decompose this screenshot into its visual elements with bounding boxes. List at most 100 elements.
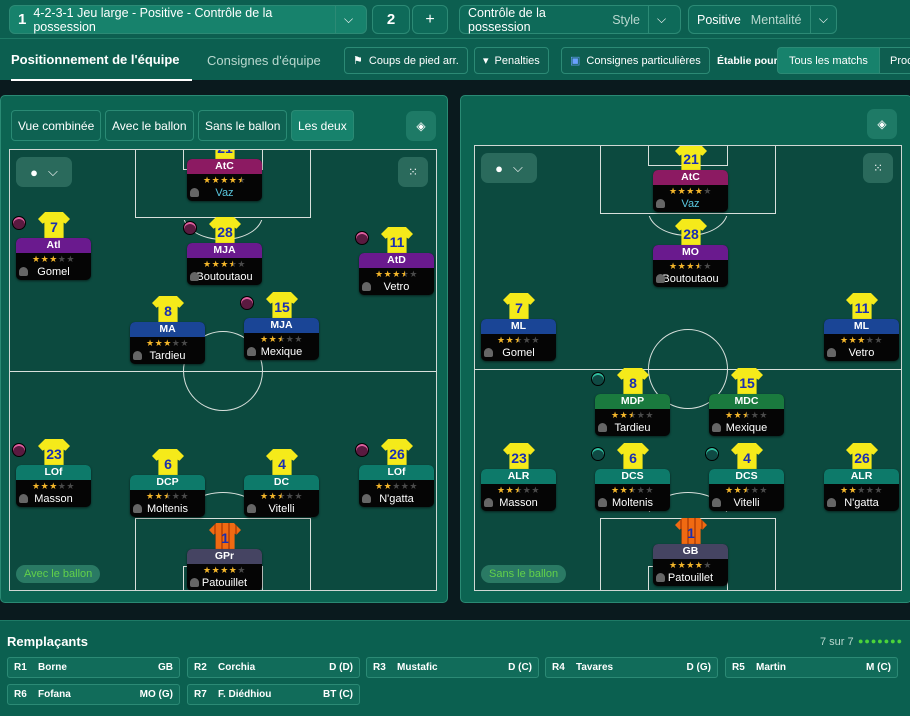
player-card[interactable]: MO ★★★★★ Boutoutaou <box>653 245 728 287</box>
special-instructions-button[interactable]: ▣ Consignes particulières <box>561 47 710 74</box>
tactic-slot-1-selector[interactable]: 1 4-2-3-1 Jeu large - Positive - Contrôl… <box>9 5 367 34</box>
penalties-button[interactable]: ▾ Penalties <box>474 47 549 74</box>
star-icon: ★ <box>203 175 212 185</box>
swap-view-icon[interactable]: ◈ <box>406 111 436 141</box>
role-label: ALR <box>481 469 556 484</box>
player-mdp[interactable]: 8 MDP ★★★★★ Tardieu <box>591 368 670 438</box>
tactic-slot-2-button[interactable]: 2 <box>372 5 410 34</box>
player-card[interactable]: MJA ★★★★★ Mexique <box>244 318 319 360</box>
all-matches-toggle[interactable]: Tous les matchs <box>777 47 880 74</box>
player-card[interactable]: LOf ★★★★★ Masson <box>16 465 91 507</box>
player-card[interactable]: GPr ★★★★★ Patouillet <box>187 549 262 590</box>
set-piece-icon: ⚑ <box>353 55 363 67</box>
player-card[interactable]: MDP ★★★★★ Tardieu <box>595 394 670 436</box>
role-rating: ★★★★★ <box>653 260 728 272</box>
substitute-row[interactable]: R2 Corchia D (D) <box>187 657 360 678</box>
player-card[interactable]: AtD ★★★★★ Vetro <box>359 253 434 295</box>
player-card[interactable]: AtC ★★★★★ Vaz <box>187 159 262 201</box>
player-card[interactable]: DCS ★★★★★ Moltenis <box>595 469 670 511</box>
player-ml[interactable]: 11 ML ★★★★★ Vetro <box>824 293 899 363</box>
player-gb[interactable]: 1 GB ★★★★★ Patouillet <box>653 518 728 588</box>
star-icon: ★ <box>146 338 155 348</box>
style-selector[interactable]: Contrôle de la possession Style ⌵ <box>459 5 681 34</box>
player-card[interactable]: DCS ★★★★★ Vitelli <box>709 469 784 511</box>
add-tactic-button[interactable]: + <box>412 5 448 34</box>
view-combined-button[interactable]: Vue combinée <box>11 110 102 141</box>
player-card[interactable]: GB ★★★★★ Patouillet <box>653 544 728 586</box>
swap-view-icon[interactable]: ◈ <box>867 109 897 139</box>
player-mja[interactable]: 15 MJA ★★★★★ Mexique <box>240 292 319 362</box>
chevron-down-icon[interactable]: ⌵ <box>344 12 354 26</box>
star-icon: ★ <box>285 334 295 344</box>
player-dcp[interactable]: 6 DCP ★★★★★ Moltenis <box>130 449 205 519</box>
player-card[interactable]: ALR ★★★★★ N'gatta <box>824 469 899 511</box>
player-name: Tardieu <box>149 350 186 362</box>
player-card[interactable]: MJA ★★★★★ Boutoutaou <box>187 243 262 285</box>
tab-team-positioning[interactable]: Positionnement de l'équipe <box>11 39 192 81</box>
tab-team-instructions[interactable]: Consignes d'équipe <box>207 52 321 68</box>
set-pieces-button[interactable]: ⚑ Coups de pied arr. <box>344 47 468 74</box>
grid-toggle-icon[interactable]: ⁙ <box>398 157 428 187</box>
substitute-row[interactable]: R6 Fofana MO (G) <box>7 684 180 705</box>
substitute-row[interactable]: R4 Tavares D (G) <box>545 657 718 678</box>
visibility-dropdown[interactable]: ● ⌵ <box>481 153 537 183</box>
next-match-toggle[interactable]: Proc <box>879 47 910 74</box>
role-rating: ★★★★★ <box>481 334 556 346</box>
player-avatar-icon <box>656 573 665 582</box>
player-mja[interactable]: 28 MJA ★★★★★ Boutoutaou <box>183 217 262 287</box>
substitute-row[interactable]: R3 Mustafic D (C) <box>366 657 539 678</box>
role-label: ML <box>824 319 899 334</box>
player-ml[interactable]: 7 ML ★★★★★ Gomel <box>481 293 556 363</box>
role-label: DCP <box>130 475 205 490</box>
player-card[interactable]: ALR ★★★★★ Masson <box>481 469 556 511</box>
player-name: Moltenis <box>612 497 653 509</box>
player-card[interactable]: DC ★★★★★ Vitelli <box>244 475 319 517</box>
substitute-row[interactable]: R5 Martin M (C) <box>725 657 898 678</box>
visibility-dropdown[interactable]: ● ⌵ <box>16 157 72 187</box>
star-icon: ★ <box>180 491 189 501</box>
view-in-possession-button[interactable]: Avec le ballon <box>105 110 194 141</box>
player-card[interactable]: DCP ★★★★★ Moltenis <box>130 475 205 517</box>
role-label: AtC <box>653 170 728 185</box>
mentality-selector[interactable]: Positive Mentalité ⌵ <box>688 5 837 34</box>
player-card[interactable]: AtC ★★★★★ Vaz <box>653 170 728 212</box>
player-atl[interactable]: 7 Atl ★★★★★ Gomel <box>12 212 91 282</box>
player-gpr[interactable]: 1 GPr ★★★★★ Patouillet <box>187 523 262 590</box>
grid-toggle-icon[interactable]: ⁙ <box>863 153 893 183</box>
player-mo[interactable]: 28 MO ★★★★★ Boutoutaou <box>653 219 728 289</box>
player-alr[interactable]: 26 ALR ★★★★★ N'gatta <box>824 443 899 513</box>
player-atd[interactable]: 11 AtD ★★★★★ Vetro <box>355 227 434 297</box>
player-dc[interactable]: 4 DC ★★★★★ Vitelli <box>244 449 319 519</box>
chevron-down-icon: ⌵ <box>513 160 523 175</box>
player-card[interactable]: Atl ★★★★★ Gomel <box>16 238 91 280</box>
player-dcs[interactable]: 4 DCS ★★★★★ Vitelli <box>705 443 784 513</box>
star-icon: ★ <box>154 338 164 348</box>
view-both-button[interactable]: Les deux <box>291 110 354 141</box>
star-icon: ★ <box>636 410 646 420</box>
player-card[interactable]: ML ★★★★★ Vetro <box>824 319 899 361</box>
player-card[interactable]: MA ★★★★★ Tardieu <box>130 322 205 364</box>
player-alr[interactable]: 23 ALR ★★★★★ Masson <box>481 443 556 513</box>
player-lof[interactable]: 26 LOf ★★★★★ N'gatta <box>355 439 434 509</box>
player-lof[interactable]: 23 LOf ★★★★★ Masson <box>12 439 91 509</box>
sub-slot: R6 <box>14 689 27 700</box>
player-ma[interactable]: 8 MA ★★★★★ Tardieu <box>130 296 205 366</box>
player-mdc[interactable]: 15 MDC ★★★★★ Mexique <box>709 368 784 438</box>
player-card[interactable]: LOf ★★★★★ N'gatta <box>359 465 434 507</box>
substitute-row[interactable]: R7 F. Diédhiou BT (C) <box>187 684 360 705</box>
chevron-down-icon[interactable]: ⌵ <box>818 12 828 26</box>
role-label: GPr <box>187 549 262 564</box>
player-name-row: Moltenis <box>595 496 670 511</box>
player-dcs[interactable]: 6 DCS ★★★★★ Moltenis <box>591 443 670 513</box>
clipboard-icon: ▣ <box>570 55 581 67</box>
substitute-row[interactable]: R1 Borne GB <box>7 657 180 678</box>
chevron-down-icon[interactable]: ⌵ <box>657 12 667 26</box>
role-rating: ★★★★★ <box>653 185 728 197</box>
player-avatar-icon <box>247 504 256 513</box>
player-card[interactable]: ML ★★★★★ Gomel <box>481 319 556 361</box>
player-card[interactable]: MDC ★★★★★ Mexique <box>709 394 784 436</box>
view-out-of-possession-button[interactable]: Sans le ballon <box>198 110 288 141</box>
substitutes-filled-indicator: ●●●●●●● <box>858 636 904 646</box>
